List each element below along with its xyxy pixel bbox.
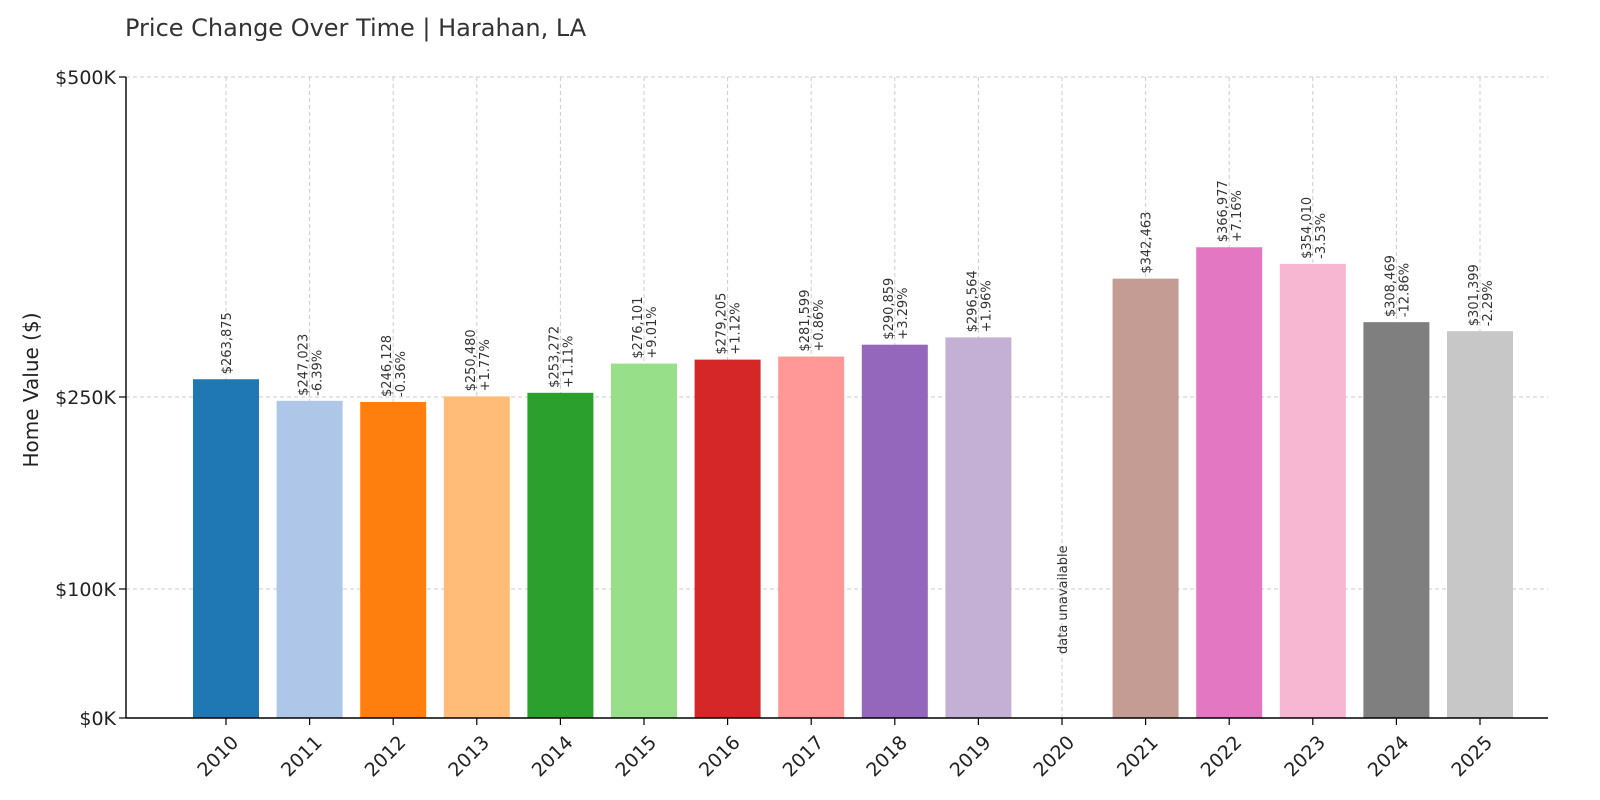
value-label-2012: $246,128 [380,335,395,397]
bar-2015 [611,363,677,718]
x-tick-label: 2021 [1113,732,1163,782]
x-tick-label: 2016 [695,732,745,782]
change-label-2022: +7.16% [1230,190,1245,242]
value-label-2022: $366,977 [1216,180,1231,242]
bar-2024 [1363,322,1430,718]
value-label-2025: $301,399 [1467,264,1482,326]
chart-title: Price Change Over Time | Harahan, LA [125,14,587,42]
change-label-2018: +3.29% [896,287,911,339]
value-label-2013: $250,480 [464,329,479,391]
bar-2016 [694,359,761,718]
bar-2023 [1279,263,1346,718]
x-tick-label: 2023 [1280,732,1330,782]
bar-2019 [945,337,1012,718]
value-label-2011: $247,023 [297,334,312,396]
y-tick-label: $250K [55,387,116,409]
bar-2022 [1196,247,1263,718]
value-label-2017: $281,599 [798,290,813,352]
change-label-2019: +1.96% [979,280,994,332]
change-label-2017: +0.86% [812,299,827,351]
y-axis-label: Home Value ($) [19,312,43,467]
change-label-2015: +9.01% [645,306,660,358]
bar-2017 [778,356,845,718]
x-tick-label: 2017 [779,732,829,782]
value-label-2014: $253,272 [547,326,562,388]
change-label-2025: -2.29% [1481,280,1496,326]
bar-2018 [861,344,928,718]
value-label-2016: $279,205 [715,293,730,355]
missing-data-label: data unavailable [1056,545,1071,654]
x-tick-label: 2020 [1029,732,1079,782]
x-tick-label: 2015 [611,732,661,782]
bar-2011 [276,400,343,718]
x-tick-label: 2018 [862,732,912,782]
x-tick-label: 2022 [1197,732,1247,782]
change-label-2011: -6.39% [311,350,326,396]
y-tick-label: $500K [55,67,116,89]
value-label-2018: $290,859 [882,278,897,340]
x-tick-label: 2014 [528,732,578,782]
change-label-2013: +1.77% [478,339,493,391]
value-label-2010: $263,875 [220,312,235,374]
y-tick-label: $100K [55,579,116,601]
x-tick-label: 2024 [1364,732,1414,782]
value-label-2023: $354,010 [1300,197,1315,259]
change-label-2023: -3.53% [1314,213,1329,259]
value-label-2019: $296,564 [965,270,980,332]
bar-layer [193,247,1513,718]
y-tick-label: $0K [79,708,116,730]
x-tick-label: 2025 [1447,732,1497,782]
bar-2012 [360,401,427,718]
bar-2013 [443,396,510,718]
bar-2014 [527,392,594,718]
bar-2010 [193,379,259,718]
data-label-layer: $263,875 $247,023 -6.39% $246,128 -0.36% $250… [220,180,1496,654]
change-label-2012: -0.36% [394,351,409,397]
change-label-2024: -12.86% [1397,263,1412,317]
change-label-2014: +1.11% [561,336,576,388]
x-tick-label: 2011 [277,732,327,782]
bar-2021 [1112,278,1179,718]
value-label-2015: $276,101 [631,297,646,359]
change-label-2016: +1.12% [729,302,744,354]
x-tick-label: 2010 [193,732,243,782]
x-tick-label: 2013 [444,732,494,782]
x-tick-label: 2012 [361,732,411,782]
value-label-2024: $308,469 [1383,255,1398,317]
x-tick-label: 2019 [946,732,996,782]
value-label-2021: $342,463 [1140,212,1155,274]
bar-2025 [1447,331,1513,718]
